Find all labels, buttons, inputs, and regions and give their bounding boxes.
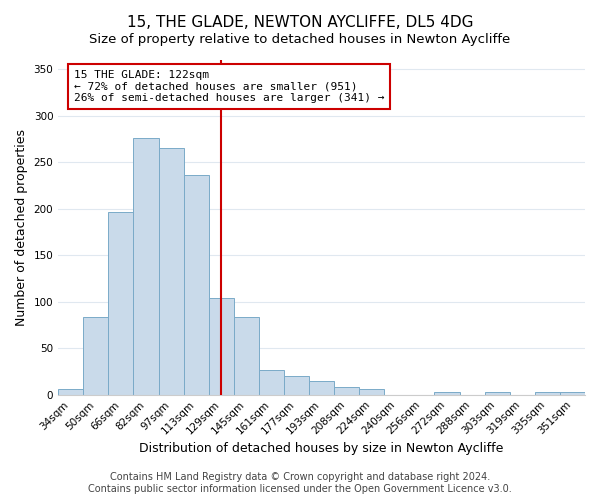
Text: 15 THE GLADE: 122sqm
← 72% of detached houses are smaller (951)
26% of semi-deta: 15 THE GLADE: 122sqm ← 72% of detached h… bbox=[74, 70, 385, 103]
Text: Contains HM Land Registry data © Crown copyright and database right 2024.
Contai: Contains HM Land Registry data © Crown c… bbox=[88, 472, 512, 494]
Bar bbox=[284, 376, 309, 394]
Bar bbox=[58, 389, 83, 394]
Text: 15, THE GLADE, NEWTON AYCLIFFE, DL5 4DG: 15, THE GLADE, NEWTON AYCLIFFE, DL5 4DG bbox=[127, 15, 473, 30]
Bar bbox=[309, 381, 334, 394]
Bar bbox=[359, 389, 385, 394]
Bar bbox=[133, 138, 158, 394]
Bar bbox=[434, 392, 460, 394]
Y-axis label: Number of detached properties: Number of detached properties bbox=[15, 129, 28, 326]
Bar bbox=[209, 298, 234, 394]
Bar bbox=[158, 148, 184, 394]
Bar bbox=[334, 388, 359, 394]
Bar bbox=[485, 392, 510, 394]
Bar bbox=[259, 370, 284, 394]
Text: Size of property relative to detached houses in Newton Aycliffe: Size of property relative to detached ho… bbox=[89, 32, 511, 46]
Bar bbox=[184, 176, 209, 394]
Bar bbox=[109, 212, 133, 394]
Bar bbox=[560, 392, 585, 394]
Bar bbox=[234, 316, 259, 394]
X-axis label: Distribution of detached houses by size in Newton Aycliffe: Distribution of detached houses by size … bbox=[139, 442, 504, 455]
Bar bbox=[83, 316, 109, 394]
Bar bbox=[535, 392, 560, 394]
